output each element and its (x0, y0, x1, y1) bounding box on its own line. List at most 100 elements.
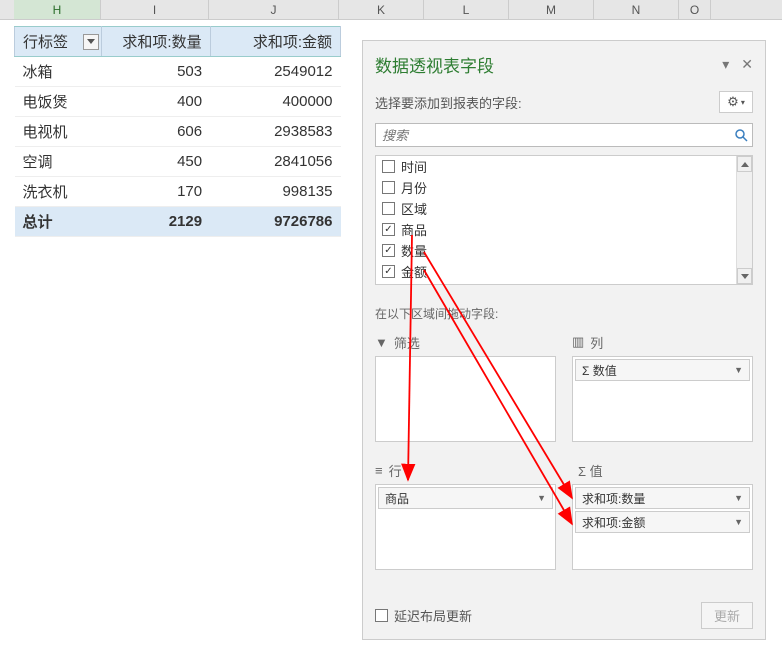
search-icon[interactable] (730, 128, 752, 142)
col-header-N[interactable]: N (594, 0, 679, 19)
total-qty: 2129 (102, 207, 210, 237)
pane-title: 数据透视表字段 (375, 52, 494, 77)
rows-label: 行 (389, 461, 402, 480)
field-checkbox[interactable] (382, 223, 395, 236)
col-header-H[interactable]: H (14, 0, 101, 19)
close-icon[interactable]: ✕ (741, 56, 753, 73)
defer-checkbox[interactable] (375, 609, 388, 622)
minimize-icon[interactable]: ▾ (722, 56, 729, 73)
row-amt: 400000 (210, 87, 340, 117)
field-checkbox[interactable] (382, 202, 395, 215)
col-header-M[interactable]: M (509, 0, 594, 19)
columns-label: 列 (590, 333, 603, 352)
defer-label: 延迟布局更新 (394, 606, 472, 625)
gear-icon: ⚙ (727, 94, 739, 110)
field-label: 时间 (401, 157, 427, 176)
row-label: 电视机 (15, 117, 102, 147)
row-qty: 400 (102, 87, 210, 117)
area-item[interactable]: 商品 ▼ (378, 487, 553, 509)
pivot-row[interactable]: 空调4502841056 (15, 147, 341, 177)
pivot-field-pane: 数据透视表字段 ▾ ✕ 选择要添加到报表的字段: ⚙ ▾ 时间月份区域商品数量金… (362, 40, 766, 640)
values-area: Σ 值 求和项:数量 ▼ 求和项:金额 ▼ (572, 460, 753, 570)
field-label: 数量 (401, 241, 427, 260)
area-item[interactable]: Σ 数值 ▼ (575, 359, 750, 381)
pivot-total-row: 总计 2129 9726786 (15, 207, 341, 237)
row-label: 电饭煲 (15, 87, 102, 117)
row-amt: 2938583 (210, 117, 340, 147)
chevron-down-icon[interactable]: ▼ (734, 493, 743, 503)
search-input[interactable] (376, 128, 730, 143)
field-checkbox[interactable] (382, 265, 395, 278)
pane-subtitle: 选择要添加到报表的字段: (375, 93, 522, 112)
values-box[interactable]: 求和项:数量 ▼ 求和项:金额 ▼ (572, 484, 753, 570)
col-header-I[interactable]: I (101, 0, 209, 19)
field-label: 商品 (401, 220, 427, 239)
field-item[interactable]: 商品 (376, 219, 752, 240)
chevron-down-icon: ▾ (741, 98, 745, 107)
chevron-down-icon[interactable]: ▼ (734, 365, 743, 375)
filter-icon: ▼ (375, 335, 388, 350)
pivot-table: 行标签 求和项:数量 求和项:金额 冰箱5032549012电饭煲4004000… (14, 26, 341, 237)
field-checkbox[interactable] (382, 160, 395, 173)
field-checkbox[interactable] (382, 244, 395, 257)
gear-button[interactable]: ⚙ ▾ (719, 91, 753, 113)
field-item[interactable]: 数量 (376, 240, 752, 261)
columns-box[interactable]: Σ 数值 ▼ (572, 356, 753, 442)
chevron-down-icon[interactable]: ▼ (537, 493, 546, 503)
row-qty: 450 (102, 147, 210, 177)
filter-area: ▼筛选 (375, 332, 556, 442)
pivot-header-text: 行标签 (23, 34, 68, 51)
area-item-label: Σ 数值 (582, 362, 617, 379)
field-item[interactable]: 区域 (376, 198, 752, 219)
pivot-row[interactable]: 电饭煲400400000 (15, 87, 341, 117)
col-header-J[interactable]: J (209, 0, 339, 19)
col-header-K[interactable]: K (339, 0, 424, 19)
rows-icon: ≡ (375, 463, 383, 478)
scrollbar[interactable] (736, 156, 752, 284)
row-label: 冰箱 (15, 57, 102, 87)
field-label: 月份 (401, 178, 427, 197)
col-header-O[interactable]: O (679, 0, 711, 19)
search-box[interactable] (375, 123, 753, 147)
field-label: 区域 (401, 199, 427, 218)
field-item[interactable]: 月份 (376, 177, 752, 198)
area-item-label: 求和项:数量 (582, 490, 645, 507)
pivot-header-rowlabel[interactable]: 行标签 (15, 27, 102, 57)
row-label-dropdown[interactable] (83, 34, 99, 50)
values-label: Σ 值 (578, 461, 603, 480)
field-list: 时间月份区域商品数量金额 (375, 155, 753, 285)
chevron-down-icon[interactable]: ▼ (734, 517, 743, 527)
field-item[interactable]: 时间 (376, 156, 752, 177)
pivot-header-qty[interactable]: 求和项:数量 (102, 27, 210, 57)
row-amt: 2841056 (210, 147, 340, 177)
row-qty: 170 (102, 177, 210, 207)
area-item[interactable]: 求和项:金额 ▼ (575, 511, 750, 533)
row-label: 洗衣机 (15, 177, 102, 207)
filter-box[interactable] (375, 356, 556, 442)
update-button[interactable]: 更新 (701, 602, 753, 629)
pivot-row[interactable]: 洗衣机170998135 (15, 177, 341, 207)
area-item[interactable]: 求和项:数量 ▼ (575, 487, 750, 509)
rows-box[interactable]: 商品 ▼ (375, 484, 556, 570)
rows-area: ≡ 行 商品 ▼ (375, 460, 556, 570)
pivot-table-area: 行标签 求和项:数量 求和项:金额 冰箱5032549012电饭煲4004000… (14, 26, 341, 237)
field-checkbox[interactable] (382, 181, 395, 194)
row-qty: 503 (102, 57, 210, 87)
scroll-up[interactable] (737, 156, 752, 172)
total-label: 总计 (15, 207, 102, 237)
col-header-L[interactable]: L (424, 0, 509, 19)
drag-hint: 在以下区域间拖动字段: (375, 305, 753, 322)
pivot-header-amt[interactable]: 求和项:金额 (210, 27, 340, 57)
field-item[interactable]: 金额 (376, 261, 752, 282)
field-label: 金额 (401, 262, 427, 281)
total-amt: 9726786 (210, 207, 340, 237)
area-item-label: 商品 (385, 490, 409, 507)
pivot-row[interactable]: 冰箱5032549012 (15, 57, 341, 87)
columns-area: ▥ 列 Σ 数值 ▼ (572, 332, 753, 442)
pivot-row[interactable]: 电视机6062938583 (15, 117, 341, 147)
area-item-label: 求和项:金额 (582, 514, 645, 531)
row-amt: 998135 (210, 177, 340, 207)
row-label: 空调 (15, 147, 102, 177)
columns-icon: ▥ (572, 334, 584, 350)
scroll-down[interactable] (737, 268, 752, 284)
